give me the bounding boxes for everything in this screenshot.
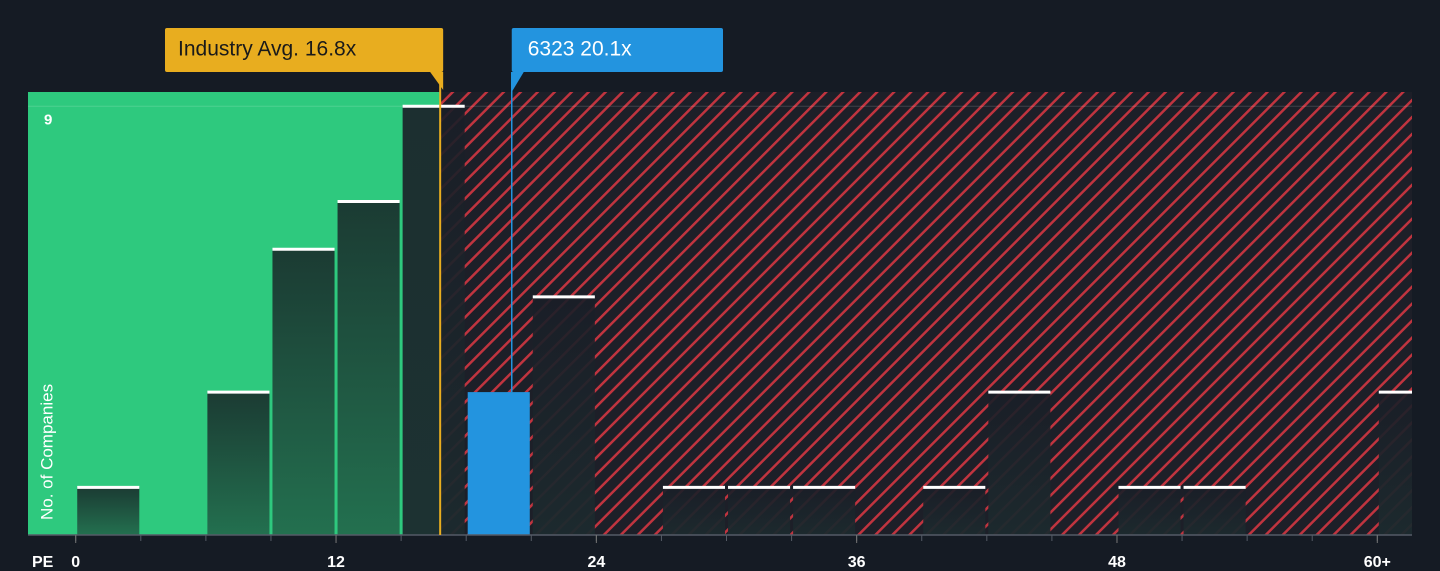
bar [988,392,1051,535]
bar [532,296,595,535]
bar [1183,487,1246,535]
industry-avg-pointer [430,72,444,90]
x-tick-label: 24 [587,554,605,571]
bar [923,487,986,535]
industry-avg-label: Industry Avg. 16.8x [178,38,357,61]
x-axis-label: PE [32,554,54,571]
bar [467,392,530,535]
industry-avg-box [165,28,444,72]
above-average-region [440,92,1413,535]
x-tick-label: 0 [71,554,80,571]
x-tick-label: 60+ [1364,554,1391,571]
bar [207,392,270,535]
company-pointer [511,72,524,92]
bar [1118,487,1181,535]
bar [402,106,465,536]
x-tick-label: 48 [1108,554,1126,571]
x-tick-label: 12 [327,554,345,571]
bar [662,487,726,535]
y-tick-label: 9 [44,111,52,128]
x-tick-label: 36 [848,554,866,571]
bar [1378,392,1412,535]
bar [77,487,140,535]
bar [793,487,856,535]
company-label: 6323 20.1x [528,38,632,61]
bar [337,201,400,535]
bar [272,249,335,535]
company-box [511,28,723,72]
y-axis-label: No. of Companies [37,384,56,520]
bar [728,487,791,535]
